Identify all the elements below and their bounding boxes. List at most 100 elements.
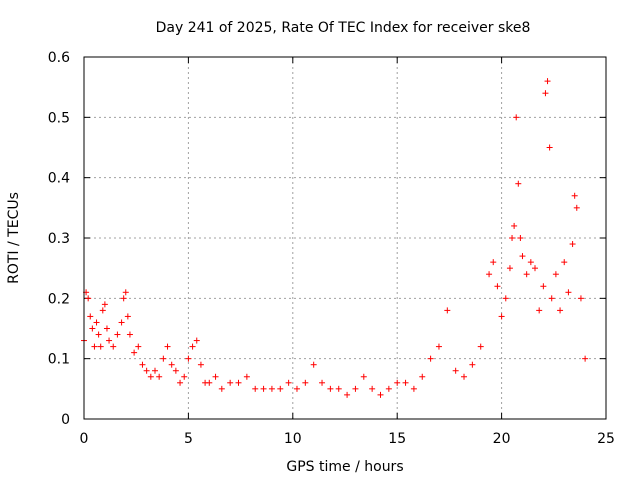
data-point — [515, 180, 522, 187]
data-point — [293, 385, 300, 392]
x-tick-label: 20 — [493, 431, 511, 447]
data-point — [561, 259, 568, 266]
data-point — [546, 144, 553, 151]
data-point — [227, 379, 234, 386]
data-point — [185, 355, 192, 362]
data-point — [557, 307, 564, 314]
data-point — [277, 385, 284, 392]
data-point — [573, 204, 580, 211]
data-point — [527, 259, 534, 266]
data-point — [548, 295, 555, 302]
data-point — [369, 385, 376, 392]
data-point — [577, 295, 584, 302]
data-point — [135, 343, 142, 350]
data-point — [126, 331, 133, 338]
y-tick-label: 0.3 — [48, 231, 70, 247]
y-tick-label: 0.5 — [48, 110, 70, 126]
data-point — [197, 361, 204, 368]
x-tick-label: 25 — [597, 431, 615, 447]
data-point — [519, 253, 526, 260]
data-point — [101, 301, 108, 308]
y-tick-label: 0.6 — [48, 50, 70, 66]
data-point — [122, 289, 129, 296]
data-point — [517, 235, 524, 241]
data-point — [164, 343, 171, 350]
data-point — [310, 361, 317, 368]
data-point — [118, 319, 125, 326]
data-point — [498, 313, 505, 320]
y-tick-label: 0.1 — [48, 352, 70, 368]
data-point — [461, 373, 468, 380]
data-point — [402, 379, 409, 386]
data-point — [544, 78, 551, 85]
data-point — [89, 325, 96, 332]
plot-frame — [83, 56, 607, 420]
data-point — [110, 343, 117, 350]
x-tick-label: 0 — [80, 431, 89, 447]
data-point — [151, 367, 158, 374]
data-point — [160, 355, 167, 362]
data-point — [181, 373, 188, 380]
data-point — [218, 385, 225, 392]
data-point — [212, 373, 219, 380]
data-point — [469, 361, 476, 368]
data-point — [206, 379, 213, 386]
data-point — [103, 325, 110, 332]
data-point — [95, 331, 102, 338]
data-point — [131, 349, 138, 356]
data-point — [427, 355, 434, 362]
data-point — [124, 313, 131, 320]
data-point — [444, 307, 451, 314]
data-point — [285, 379, 292, 386]
data-point — [502, 295, 509, 302]
data-point — [172, 367, 179, 374]
data-point — [540, 283, 547, 290]
data-point — [509, 235, 516, 241]
data-point — [410, 385, 417, 392]
data-point — [394, 379, 401, 386]
data-point — [513, 114, 520, 121]
data-point — [511, 222, 518, 229]
data-point — [494, 283, 501, 290]
data-point — [536, 307, 543, 314]
y-tick-label: 0.4 — [48, 171, 70, 187]
data-point — [168, 361, 175, 368]
data-point — [97, 343, 104, 350]
x-tick-label: 10 — [284, 431, 302, 447]
data-point — [99, 307, 106, 314]
data-point — [552, 271, 559, 278]
data-point — [260, 385, 267, 392]
data-point — [235, 379, 242, 386]
data-point — [506, 265, 513, 272]
data-point — [565, 289, 572, 296]
data-point — [193, 337, 200, 344]
y-tick-label: 0.2 — [48, 291, 70, 307]
data-point — [486, 271, 493, 278]
data-point — [452, 367, 459, 374]
data-point — [252, 385, 259, 392]
data-point — [114, 331, 121, 338]
data-point — [582, 355, 589, 362]
data-point — [569, 241, 576, 248]
data-point — [143, 367, 150, 374]
data-point — [156, 373, 163, 380]
data-point — [523, 271, 530, 278]
data-point — [542, 90, 549, 97]
data-point — [377, 391, 384, 398]
x-tick-label: 15 — [388, 431, 406, 447]
data-point — [335, 385, 342, 392]
data-point — [352, 385, 359, 392]
data-point — [85, 295, 92, 302]
data-points — [81, 78, 589, 398]
x-axis-label: GPS time / hours — [286, 459, 403, 475]
data-point — [490, 259, 497, 266]
y-tick-label: 0 — [61, 412, 70, 428]
data-point — [344, 391, 351, 398]
data-point — [477, 343, 484, 350]
data-point — [302, 379, 309, 386]
data-point — [189, 343, 196, 350]
data-point — [319, 379, 326, 386]
data-point — [177, 379, 184, 386]
tick-labels: 0 5 10 15 20 25 0 0.1 0.2 0.3 0.4 0.5 0.6 — [48, 50, 615, 447]
